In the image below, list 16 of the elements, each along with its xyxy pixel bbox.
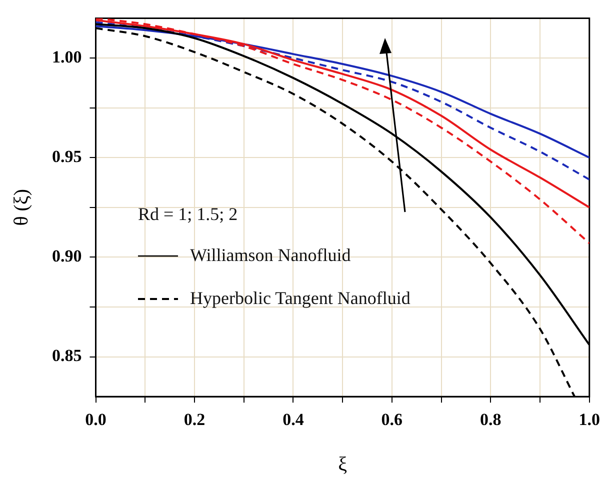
y-axis-title: θ (ξ) (10, 188, 32, 226)
x-tick-label: 0.0 (85, 410, 106, 430)
x-tick-label: 0.4 (282, 410, 304, 430)
x-tick-label: 0.8 (480, 410, 502, 430)
x-tick-label: 0.6 (381, 410, 403, 430)
x-axis-title: ξ (338, 453, 348, 476)
y-tick-label: 1.00 (52, 47, 82, 66)
legend-label: Hyperbolic Tangent Nanofluid (190, 288, 410, 309)
y-tick-label: 0.85 (52, 346, 82, 366)
legend-title: Rd = 1; 1.5; 2 (138, 204, 239, 225)
legend-label: Williamson Nanofluid (190, 245, 351, 266)
x-tick-label: 0.2 (184, 410, 206, 430)
x-tick-label: 1.0 (578, 410, 600, 430)
y-tick-label: 0.90 (52, 246, 82, 266)
line-series (96, 21, 590, 181)
y-tick-label: 0.95 (52, 147, 82, 166)
